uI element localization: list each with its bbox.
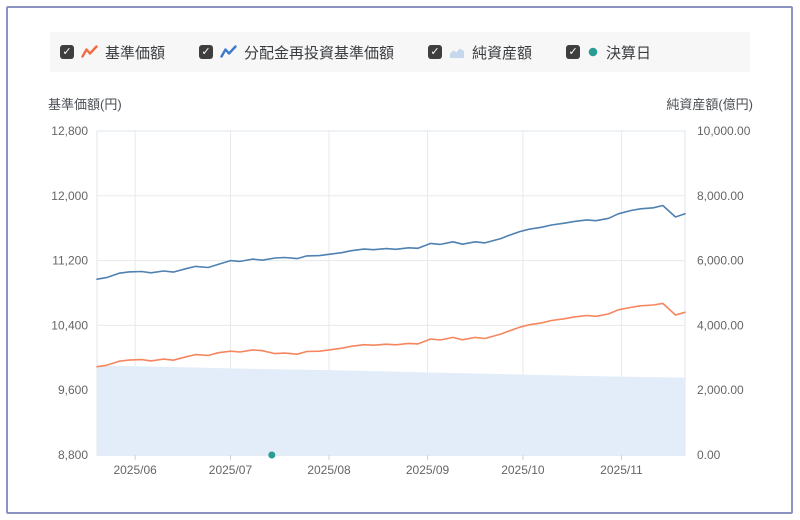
legend-item-settlement-date[interactable]: 決算日 xyxy=(566,42,651,63)
settlement-date-marker xyxy=(268,451,276,459)
settlement-date-dot-icon xyxy=(588,47,598,57)
y-right-tick-label: 2,000.00 xyxy=(697,383,744,397)
legend-bar: 基準価額 分配金再投資基準価額 純資産額 決算日 xyxy=(50,32,750,72)
x-axis-tick-label: 2025/09 xyxy=(406,463,450,477)
y-right-tick-label: 6,000.00 xyxy=(697,254,744,268)
y-right-tick-label: 0.00 xyxy=(697,448,721,462)
reinvested-price-checkbox[interactable] xyxy=(199,45,214,59)
y-left-tick-label: 9,600 xyxy=(58,383,88,397)
base-price-line-icon xyxy=(81,45,98,58)
y-right-tick-label: 8,000.00 xyxy=(697,189,744,203)
left-axis-title: 基準価額(円) xyxy=(48,97,122,112)
x-axis-tick-label: 2025/06 xyxy=(113,463,157,477)
x-axis-tick-label: 2025/07 xyxy=(209,463,253,477)
legend-item-reinvested-price[interactable]: 分配金再投資基準価額 xyxy=(199,42,394,63)
x-axis-tick-label: 2025/11 xyxy=(600,463,643,477)
settlement-date-checkbox[interactable] xyxy=(566,45,581,59)
reinvested-price-line-icon xyxy=(220,45,237,58)
y-right-tick-label: 10,000.00 xyxy=(697,124,751,138)
base-price-label: 基準価額 xyxy=(105,44,166,62)
y-left-tick-label: 10,400 xyxy=(51,318,88,332)
base-price-line xyxy=(96,302,686,368)
y-left-tick-label: 12,800 xyxy=(51,124,88,138)
settlement-date-label: 決算日 xyxy=(606,44,652,62)
y-right-tick-label: 4,000.00 xyxy=(697,318,744,332)
net-assets-area-icon xyxy=(450,48,465,58)
legend-item-base-price[interactable]: 基準価額 xyxy=(60,42,165,63)
net-assets-area xyxy=(97,365,685,455)
right-axis-title: 純資産額(億円) xyxy=(666,97,753,112)
x-axis-tick-label: 2025/08 xyxy=(307,463,351,477)
net-assets-label: 純資産額 xyxy=(472,44,533,62)
reinvested-price-label: 分配金再投資基準価額 xyxy=(244,44,395,62)
y-left-tick-label: 12,000 xyxy=(51,189,88,203)
reinvested-price-line xyxy=(96,204,686,281)
net-assets-checkbox[interactable] xyxy=(428,45,443,59)
y-left-tick-label: 11,200 xyxy=(52,254,88,268)
base-price-checkbox[interactable] xyxy=(60,45,74,59)
y-left-tick-label: 8,800 xyxy=(58,448,88,462)
x-axis-tick-label: 2025/10 xyxy=(501,463,545,477)
legend-item-net-assets[interactable]: 純資産額 xyxy=(428,42,532,63)
